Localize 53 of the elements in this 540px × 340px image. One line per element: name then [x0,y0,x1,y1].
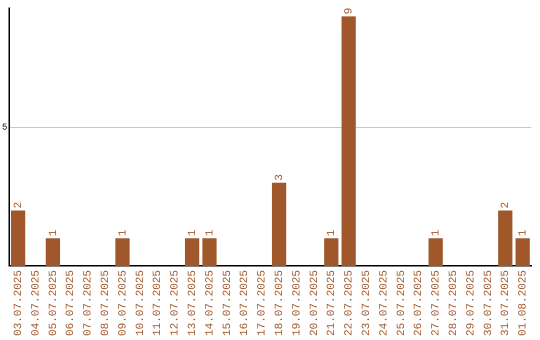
data-label: 1 [204,229,216,236]
x-tick-label: 16.07.2025 [239,270,252,336]
bar [10,210,26,266]
x-tick-label: 26.07.2025 [413,270,426,336]
bar [498,210,512,266]
data-label: 2 [13,202,26,209]
data-label: 1 [326,229,338,236]
bar [202,238,217,266]
x-tick-label: 19.07.2025 [291,270,304,336]
y-tick-label: 5 [2,122,8,133]
x-tick-label: 23.07.2025 [360,270,373,336]
x-tick-label: 01.08.2025 [518,270,530,336]
x-tick-label: 18.07.2025 [274,270,286,336]
x-tick-label: 13.07.2025 [186,270,199,336]
data-label: 1 [186,229,199,236]
bar [342,16,356,266]
x-tick-label: 25.07.2025 [396,270,408,336]
x-tick-label: 12.07.2025 [170,270,182,336]
x-tick-label: 08.07.2025 [100,270,112,336]
x-tick-label: 11.07.2025 [152,270,164,336]
x-tick-label: 31.07.2025 [500,270,512,336]
x-tick-label: 05.07.2025 [48,270,60,336]
bar [516,238,530,266]
x-tick-label: 07.07.2025 [82,270,95,336]
data-label: 1 [518,229,530,236]
x-tick-label: 21.07.2025 [326,270,338,336]
x-tick-label: 22.07.2025 [344,270,356,336]
data-label: 9 [344,8,356,14]
x-tick-label: 09.07.2025 [117,270,130,336]
x-tick-label: 14.07.2025 [204,270,216,336]
x-tick-label: 27.07.2025 [430,270,443,336]
x-tick-label: 15.07.2025 [222,270,234,336]
x-tick-label: 24.07.2025 [378,270,390,336]
x-tick-label: 10.07.2025 [134,270,147,336]
bar [184,238,200,266]
bar [115,238,130,266]
data-label: 1 [117,229,130,236]
x-tick-label: 04.07.2025 [30,270,42,336]
bar [324,238,338,266]
x-tick-label: 28.07.2025 [448,270,460,336]
data-label: 2 [500,202,512,209]
bar [428,238,443,266]
data-label: 1 [48,229,60,236]
x-tick-label: 17.07.2025 [256,270,269,336]
bar [272,182,286,266]
x-tick-label: 06.07.2025 [65,270,78,336]
bar [46,238,60,266]
x-tick-label: 30.07.2025 [482,270,495,336]
x-tick-label: 29.07.2025 [465,270,478,336]
data-label: 1 [430,229,443,236]
data-label: 3 [274,174,286,181]
x-tick-label: 03.07.2025 [13,270,26,336]
x-tick-label: 20.07.2025 [308,270,321,336]
